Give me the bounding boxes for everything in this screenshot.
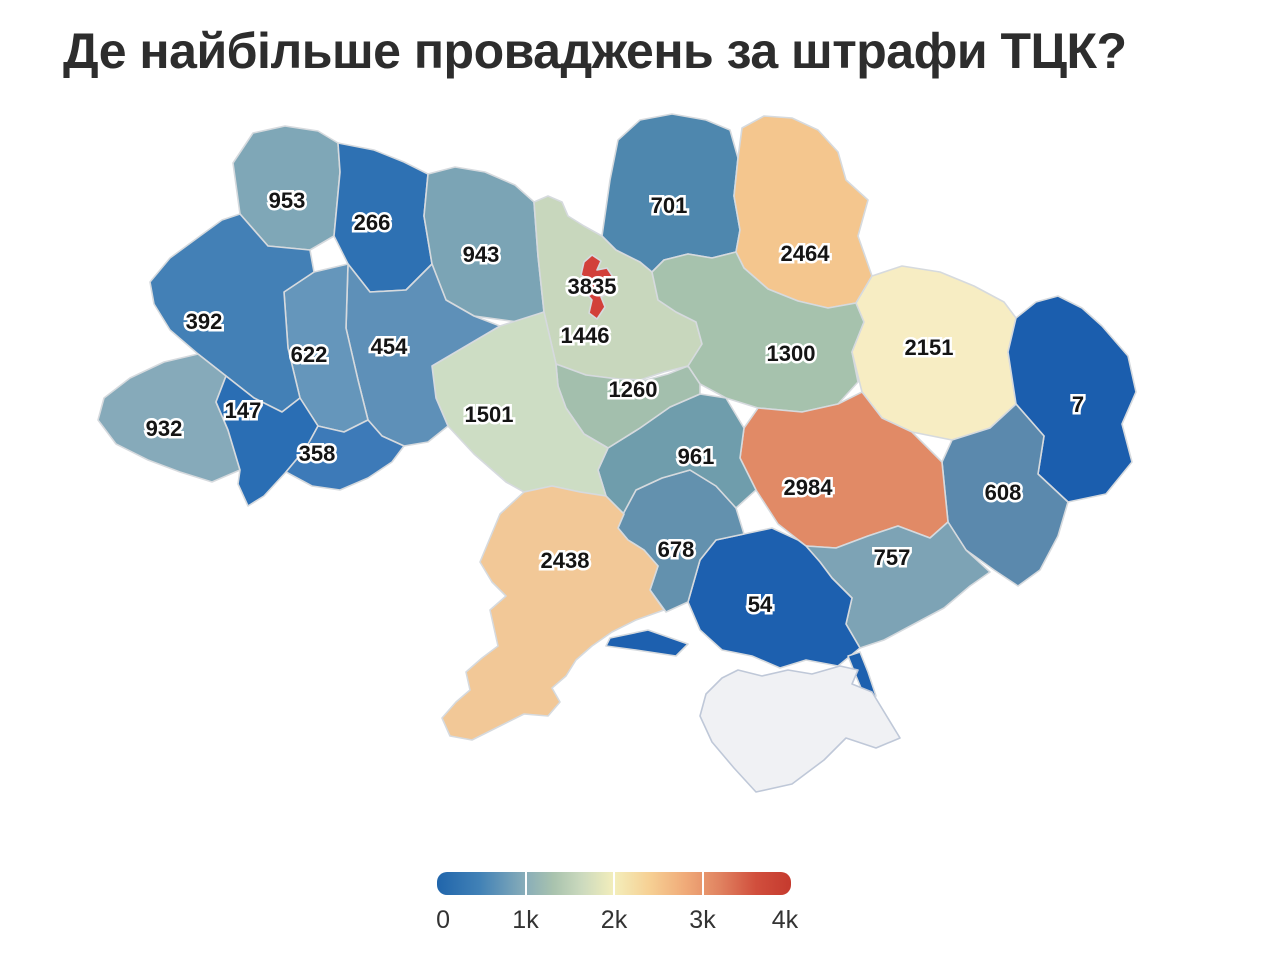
value-label-chernihiv: 701: [651, 193, 688, 218]
legend-tick-1k: 1k: [512, 906, 539, 934]
legend-tick-0: 0: [436, 906, 450, 934]
region-ivano-frankivsk: [215, 375, 319, 507]
page-title: Де найбільше проваджень за штрафи ТЦК?: [63, 23, 1127, 79]
value-label-donetsk: 608: [985, 480, 1022, 505]
map-value-labels: 953 266 943 1446 701 2464 1300 2151 7 608 2984 757 5…: [143, 185, 1086, 619]
value-label-lviv: 392: [186, 309, 223, 334]
legend-gradient-bar: [437, 872, 791, 895]
region-kherson: [687, 527, 861, 669]
value-label-chernivtsi: 358: [299, 441, 336, 466]
value-label-vinnytsia: 1501: [465, 402, 514, 427]
value-label-cherkasy: 1260: [609, 377, 658, 402]
value-label-ivano-frankivsk: 147: [225, 398, 262, 423]
value-label-khmelnytskyi: 454: [371, 334, 408, 359]
legend-tick-2k: 2k: [600, 906, 628, 934]
color-legend: 0 1k 2k 3k 4k: [436, 872, 798, 936]
legend-separator: [613, 872, 615, 895]
value-label-kherson: 54: [748, 592, 773, 617]
legend-tick-labels: 0 1k 2k 3k 4k: [436, 906, 798, 936]
value-label-kirovohrad: 961: [678, 444, 715, 469]
region-kherson-coastal-spit: [605, 629, 689, 657]
value-label-poltava: 1300: [767, 341, 816, 366]
legend-tick-4k: 4k: [771, 906, 799, 934]
region-vinnytsia: [431, 311, 609, 497]
value-label-kyiv-oblast: 1446: [561, 323, 610, 348]
value-label-odesa: 2438: [541, 548, 590, 573]
legend-tick-3k: 3k: [689, 906, 716, 934]
region-chernivtsi: [285, 419, 405, 491]
region-kyiv-city: [580, 254, 614, 320]
region-odesa: [441, 485, 665, 741]
value-label-kyiv-city: 3835: [568, 274, 617, 299]
value-label-kharkiv: 2151: [905, 335, 954, 360]
map-regions: [97, 113, 1137, 793]
value-label-mykolaiv: 678: [658, 537, 695, 562]
region-crimea: [699, 665, 901, 793]
value-label-zhytomyr: 943: [463, 242, 500, 267]
value-label-luhansk: 7: [1072, 392, 1084, 417]
value-label-rivne: 266: [354, 210, 391, 235]
value-label-dnipropetrovsk: 2984: [784, 475, 834, 500]
legend-separator: [701, 872, 704, 895]
legend-separator: [524, 872, 527, 895]
value-label-ternopil: 622: [291, 342, 328, 367]
value-label-volyn: 953: [269, 188, 306, 213]
value-label-zakarpattia: 932: [146, 416, 183, 441]
value-label-sumy: 2464: [781, 241, 831, 266]
region-donetsk: [941, 403, 1069, 587]
value-label-zaporizhzhia: 757: [874, 545, 911, 570]
